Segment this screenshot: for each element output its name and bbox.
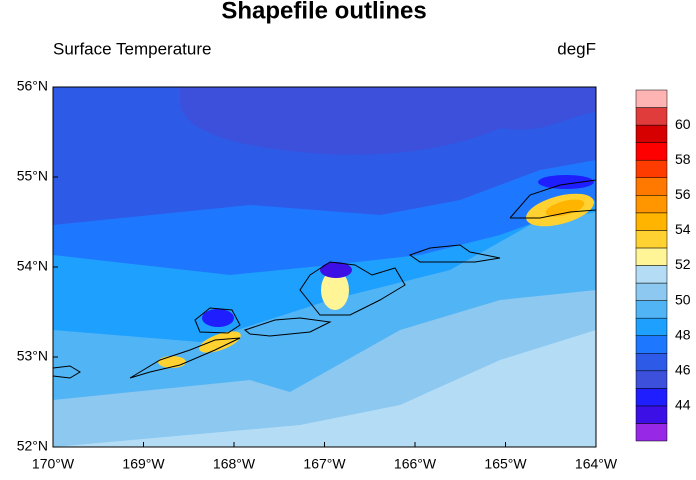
colorbar-box <box>635 423 668 442</box>
contour-region <box>53 330 596 447</box>
contour-region <box>320 262 352 278</box>
colorbar-box <box>635 370 668 389</box>
contour-region <box>321 270 349 310</box>
colorbar-box <box>635 317 668 336</box>
colorbar-box <box>635 335 668 354</box>
y-tick-label: 55°N <box>17 168 48 184</box>
colorbar-label: 44 <box>675 397 691 413</box>
x-tick-label: 169°W <box>122 456 165 472</box>
coastline <box>243 317 332 337</box>
colorbar-box <box>635 282 668 301</box>
colorbar-box <box>635 353 668 372</box>
contour-region <box>199 331 241 353</box>
chart-title: Shapefile outlines <box>221 0 426 24</box>
y-tick-label: 56°N <box>17 78 48 94</box>
contour-region <box>202 309 234 327</box>
coastline <box>194 307 241 334</box>
colorbar-label: 50 <box>675 291 691 307</box>
colorbar-label: 58 <box>675 151 691 167</box>
colorbar-box <box>635 159 668 178</box>
x-tick-label: 164°W <box>575 456 618 472</box>
coastline <box>408 244 501 263</box>
colorbar-box <box>635 405 668 424</box>
y-tick-label: 54°N <box>17 258 48 274</box>
x-tick-label: 165°W <box>484 456 527 472</box>
x-tick-label: 168°W <box>213 456 256 472</box>
colorbar-label: 56 <box>675 186 691 202</box>
coastline <box>53 365 81 379</box>
coastline <box>129 337 241 379</box>
x-tick-label: 166°W <box>394 456 437 472</box>
colorbar-label: 60 <box>675 116 691 132</box>
colorbar-box <box>635 212 668 231</box>
colorbar-label: 48 <box>675 326 691 342</box>
subtitle-right: degF <box>557 39 596 58</box>
colorbar-box <box>635 195 668 214</box>
y-tick-label: 53°N <box>17 348 48 364</box>
contour-region <box>158 356 186 368</box>
contour-region <box>538 175 594 189</box>
contour-region <box>180 87 596 155</box>
x-tick-label: 167°W <box>303 456 346 472</box>
colorbar-label: 54 <box>675 221 691 237</box>
colorbar-box <box>635 89 668 108</box>
colorbar-box <box>635 177 668 196</box>
colorbar-box <box>635 107 668 126</box>
contour-region <box>545 199 585 217</box>
colorbar-box <box>635 142 668 161</box>
map-field <box>53 87 596 447</box>
colorbar-label: 46 <box>675 362 691 378</box>
colorbar-box <box>635 230 668 249</box>
colorbar-label: 52 <box>675 256 691 272</box>
colorbar-box <box>635 247 668 266</box>
coastline <box>509 179 596 219</box>
colorbar-box <box>635 265 668 284</box>
y-tick-label: 52°N <box>17 438 48 454</box>
contour-region <box>53 160 596 275</box>
subtitle-left: Surface Temperature <box>53 39 211 58</box>
colorbar-box <box>635 124 668 143</box>
colorbar-box <box>635 388 668 407</box>
x-tick-label: 170°W <box>32 456 75 472</box>
coastline <box>299 261 406 316</box>
colorbar-box <box>635 300 668 319</box>
